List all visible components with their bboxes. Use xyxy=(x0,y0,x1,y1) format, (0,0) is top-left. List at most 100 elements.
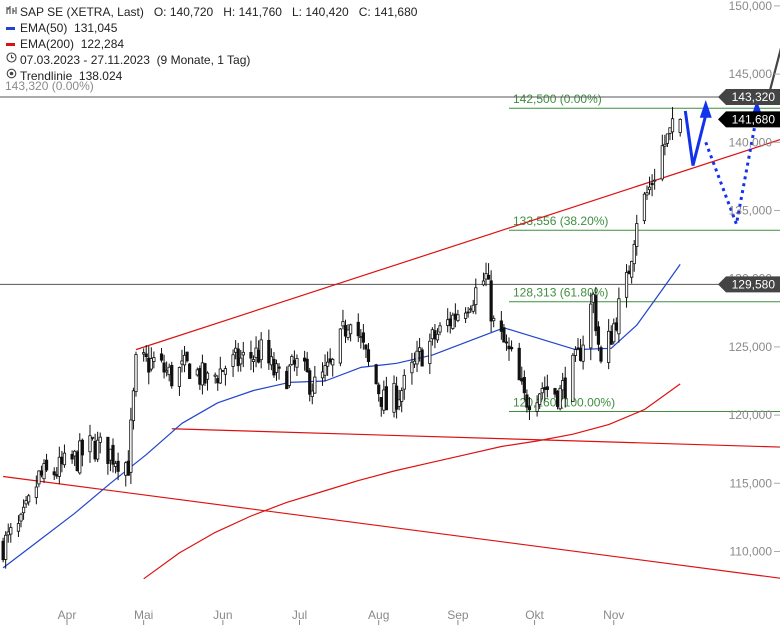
candle-body xyxy=(438,325,442,333)
candle-body xyxy=(451,314,455,329)
candle-body xyxy=(142,352,146,355)
candle-body xyxy=(484,273,488,280)
candle-body xyxy=(665,133,670,144)
candle-body xyxy=(435,333,440,341)
candle-body xyxy=(379,397,383,407)
candle-body xyxy=(410,361,414,374)
candle-body xyxy=(402,374,406,390)
candle-body xyxy=(267,339,271,364)
candle-body xyxy=(106,436,110,464)
price-tags: 143,320 129,580 141,680 xyxy=(718,89,780,293)
trendlines xyxy=(3,139,780,579)
candle-body xyxy=(538,393,542,405)
ema200-swatch xyxy=(6,42,15,46)
candle-body xyxy=(126,460,130,476)
candle-body xyxy=(73,450,77,457)
candle-body xyxy=(326,361,330,367)
candle-body xyxy=(591,293,595,303)
candle-body xyxy=(249,352,253,359)
high-label: H: xyxy=(223,5,236,19)
level-tag xyxy=(718,89,780,106)
candle-body xyxy=(558,387,562,410)
x-tick-label: Jul xyxy=(292,608,307,622)
candle-body xyxy=(188,363,192,379)
candle-body xyxy=(469,308,473,311)
candle-body xyxy=(310,390,314,397)
candle-body xyxy=(394,385,399,410)
candle-body xyxy=(635,223,639,247)
candle-body xyxy=(522,377,526,394)
horizontal-level-label: 143,320 (0.00%) xyxy=(5,79,94,93)
candle-body xyxy=(492,317,496,322)
candle-body xyxy=(499,320,503,332)
candle-body xyxy=(573,349,578,356)
close-label: C: xyxy=(358,5,371,19)
candle-body xyxy=(218,368,222,384)
high-value: 141,760 xyxy=(238,5,282,19)
candle-body xyxy=(486,274,491,280)
y-tick-label: 140,000 xyxy=(729,135,773,149)
fib-level-label: 133,556 (38.20%) xyxy=(513,214,608,228)
candle-body xyxy=(152,357,156,362)
candle-body xyxy=(292,360,296,365)
candle-body xyxy=(159,353,164,361)
candle-body xyxy=(415,350,419,365)
ema50-value: 131,045 xyxy=(74,21,118,35)
candle-body xyxy=(203,363,207,384)
trendline xyxy=(135,139,780,351)
level-tag-label: 129,580 xyxy=(732,277,776,291)
candle-body xyxy=(313,376,317,394)
candle-body xyxy=(384,386,388,411)
candle-body xyxy=(277,366,281,369)
candle-body xyxy=(504,341,509,344)
candle-body xyxy=(561,380,565,391)
candle-body xyxy=(129,419,133,473)
candle-body xyxy=(392,382,396,413)
solid-arrowhead xyxy=(699,100,712,118)
candle-body xyxy=(645,192,649,196)
candle-body xyxy=(272,358,276,376)
candle-body xyxy=(356,321,360,337)
candle-body xyxy=(70,453,74,460)
candle-body xyxy=(576,347,580,350)
candle-body xyxy=(39,470,44,476)
candle-body xyxy=(251,359,256,362)
target-icon xyxy=(6,68,20,84)
last-price-tag xyxy=(718,111,780,128)
candle-body xyxy=(16,523,21,532)
fib-level-label: 142,500 (0.00%) xyxy=(513,92,602,106)
trendline xyxy=(3,475,780,579)
candle-body xyxy=(124,462,128,476)
ema50-line xyxy=(2,264,681,569)
candle-body xyxy=(55,474,59,477)
candle-body xyxy=(113,463,118,467)
candle-body xyxy=(4,534,8,560)
x-tick-label: Aug xyxy=(368,608,389,622)
candle-body xyxy=(6,531,10,536)
candle-body xyxy=(624,272,629,298)
candle-body xyxy=(374,364,378,385)
candle-body xyxy=(290,356,294,365)
candle-body xyxy=(259,339,263,361)
x-tick-label: Apr xyxy=(58,608,77,622)
candle-body xyxy=(474,287,478,306)
candle-body xyxy=(147,357,151,373)
candle-body xyxy=(520,378,524,382)
candle-body xyxy=(205,372,210,380)
candle-body xyxy=(165,370,169,373)
chart-legend: SAP SE (XETRA, Last) O: 140,720 H: 141,7… xyxy=(6,4,417,84)
candle-body xyxy=(525,394,529,408)
close-value: 141,680 xyxy=(374,5,418,19)
low-label: L: xyxy=(291,5,302,19)
candle-body xyxy=(456,314,460,322)
trendline-label: Trendlinie xyxy=(20,69,73,83)
candle-body xyxy=(287,365,291,386)
candle-body xyxy=(274,363,279,373)
candle-body xyxy=(52,471,56,476)
candle-body xyxy=(364,344,368,350)
legend-title-row: SAP SE (XETRA, Last) O: 140,720 H: 141,7… xyxy=(6,4,417,20)
candle-body xyxy=(305,358,309,373)
candle-body xyxy=(60,456,64,465)
ema-lines xyxy=(2,264,681,580)
